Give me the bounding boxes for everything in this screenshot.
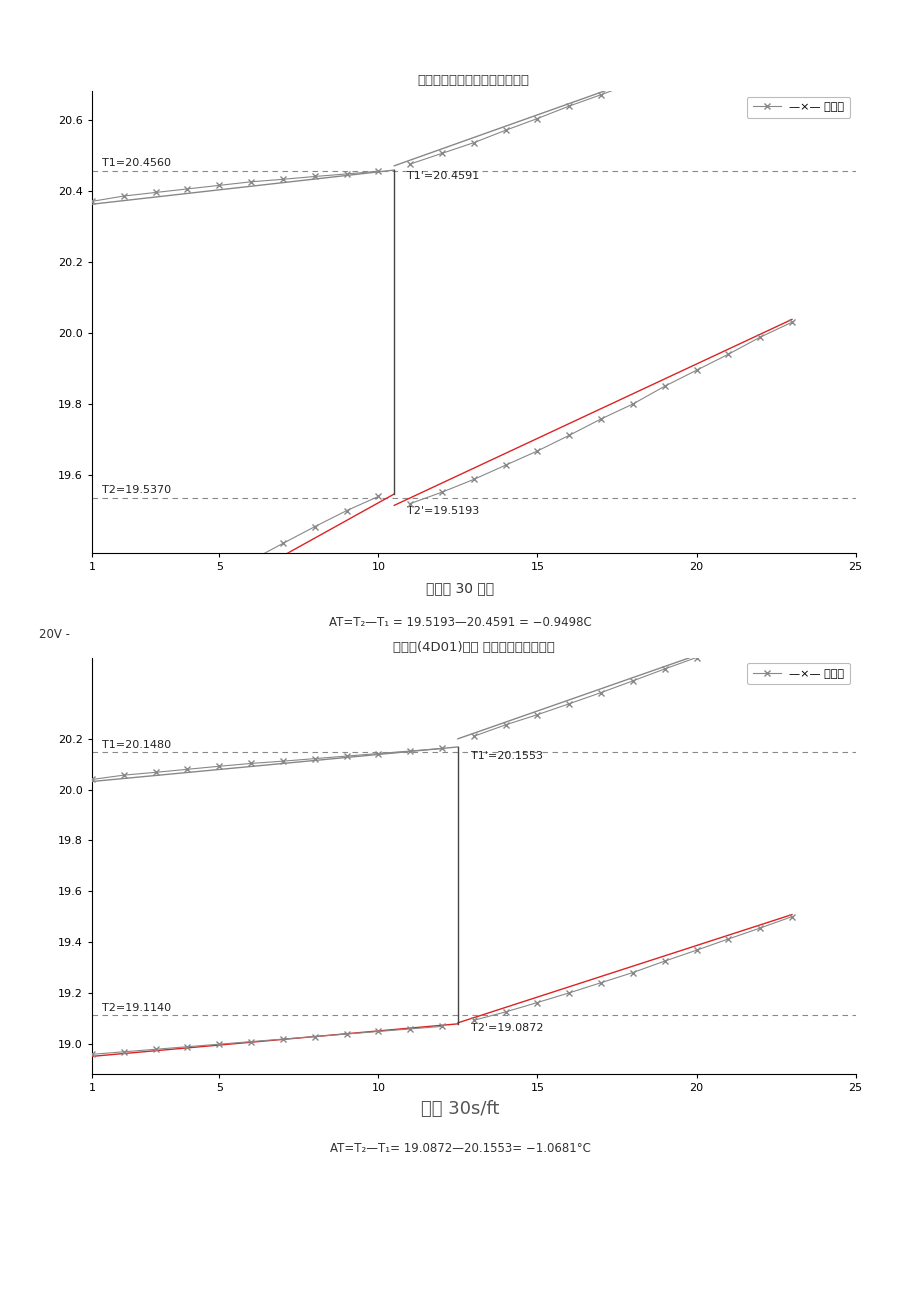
Text: 次热 30s/ft: 次热 30s/ft [420, 1100, 499, 1118]
Legend: —×— 温度値: —×— 温度値 [746, 663, 849, 684]
Title: 硝酸钾容解前后退差的雷诺校正: 硝酸钾容解前后退差的雷诺校正 [417, 74, 529, 87]
Text: T1=20.1480: T1=20.1480 [101, 740, 171, 750]
Text: T2=19.1140: T2=19.1140 [101, 1003, 171, 1013]
Text: T2'=19.0872: T2'=19.0872 [471, 1023, 542, 1032]
Title: 硝酸钾(4D01)溶解 匀后温差的雷诺校正: 硝酸钾(4D01)溶解 匀后温差的雷诺校正 [392, 641, 554, 654]
Text: T2=19.5370: T2=19.5370 [101, 484, 171, 495]
Text: T1'=20.1553: T1'=20.1553 [471, 751, 542, 762]
Text: T1'=20.4591: T1'=20.4591 [406, 172, 479, 181]
Text: AT=T₂—T₁ = 19.5193—20.4591 = −0.9498C: AT=T₂—T₁ = 19.5193—20.4591 = −0.9498C [328, 616, 591, 629]
Text: 20V -: 20V - [39, 628, 70, 641]
Legend: —×— 温度値: —×— 温度値 [746, 96, 849, 117]
Text: T1=20.4560: T1=20.4560 [101, 158, 170, 168]
Text: T2'=19.5193: T2'=19.5193 [406, 505, 479, 516]
Text: AT=T₂—T₁= 19.0872—20.1553= −1.0681°C: AT=T₂—T₁= 19.0872—20.1553= −1.0681°C [329, 1142, 590, 1155]
Text: 飑数： 30 邡次: 飑数： 30 邡次 [425, 582, 494, 595]
